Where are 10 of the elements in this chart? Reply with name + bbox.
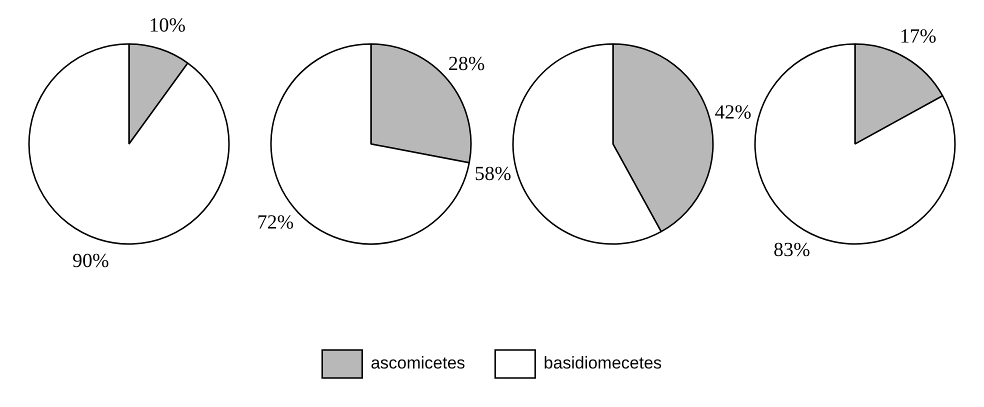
legend-label: ascomicetes bbox=[370, 354, 466, 373]
data-label: 83% bbox=[774, 238, 810, 261]
legend-label: basidiomecetes bbox=[544, 354, 662, 373]
data-label: 10% bbox=[148, 14, 186, 36]
data-label: 28% bbox=[448, 53, 485, 76]
data-label: 58% bbox=[474, 163, 512, 186]
data-label: 17% bbox=[900, 26, 936, 48]
data-label: 72% bbox=[257, 211, 294, 234]
data-label: 90% bbox=[72, 250, 110, 272]
data-label: 42% bbox=[714, 101, 752, 124]
